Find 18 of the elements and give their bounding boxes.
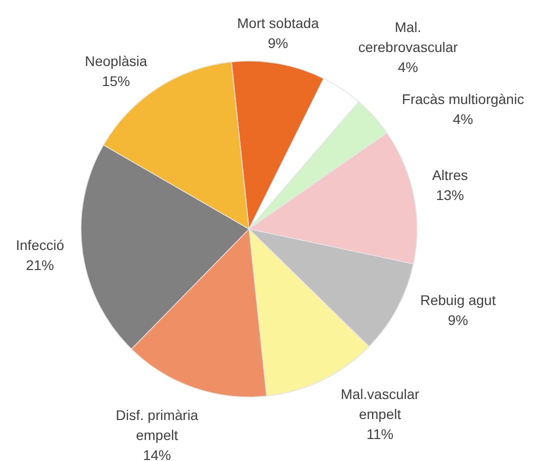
slice-label: Infecció	[16, 237, 64, 253]
slice-label: Disf. primària empelt	[116, 407, 198, 443]
slice-label: Mort sobtada	[237, 15, 320, 31]
data-label: 15%	[102, 73, 130, 89]
data-label: 13%	[436, 187, 464, 203]
slice-label: Altres	[432, 167, 468, 183]
data-label: 21%	[26, 257, 54, 273]
slice-label: Rebuig agut	[420, 292, 496, 308]
slice-label: Mal.vascular empelt	[340, 386, 420, 422]
data-label: 9%	[448, 312, 468, 328]
slice-label: Fracàs multiorgànic	[402, 91, 524, 107]
data-label: 4%	[452, 111, 474, 127]
data-label: 9%	[268, 35, 288, 51]
data-label: 14%	[142, 447, 172, 461]
slice-label: Neoplàsia	[84, 53, 148, 69]
data-label: 11%	[366, 426, 394, 442]
slice-label: Mal. cerebrovascular	[358, 19, 458, 55]
data-label: 4%	[398, 59, 418, 75]
